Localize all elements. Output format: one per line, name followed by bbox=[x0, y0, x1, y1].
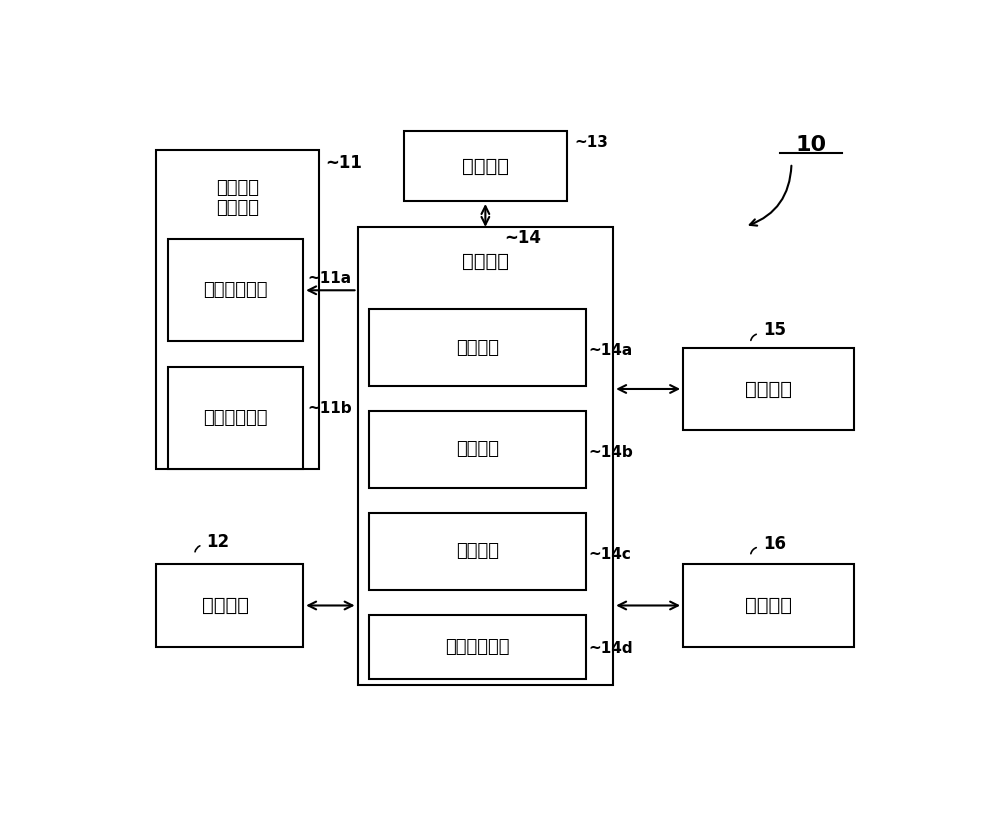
Text: 16: 16 bbox=[763, 535, 786, 552]
Bar bbox=[168, 366, 303, 469]
Bar bbox=[168, 239, 303, 342]
Text: 关联单元: 关联单元 bbox=[456, 441, 499, 458]
Bar bbox=[683, 564, 854, 647]
Text: 12: 12 bbox=[206, 533, 230, 551]
Text: 重建单元: 重建单元 bbox=[456, 543, 499, 561]
Text: 断层图像
获取单元: 断层图像 获取单元 bbox=[216, 179, 259, 218]
Text: ~14d: ~14d bbox=[588, 641, 633, 656]
Bar bbox=[156, 564, 303, 647]
Text: ~14: ~14 bbox=[505, 229, 542, 247]
Text: 输出单元: 输出单元 bbox=[745, 596, 792, 615]
Text: 存储单元: 存储单元 bbox=[462, 156, 509, 175]
Text: 控制单元: 控制单元 bbox=[462, 252, 509, 271]
Bar bbox=[369, 615, 586, 679]
Text: ~11b: ~11b bbox=[307, 400, 352, 416]
Text: ~13: ~13 bbox=[574, 135, 608, 150]
Text: 15: 15 bbox=[763, 321, 786, 339]
Text: ~11: ~11 bbox=[325, 154, 362, 172]
Bar bbox=[683, 347, 854, 430]
Text: ~14a: ~14a bbox=[588, 343, 633, 358]
Text: 10: 10 bbox=[795, 135, 826, 155]
Text: 第一获取单元: 第一获取单元 bbox=[204, 281, 268, 299]
Text: ~14b: ~14b bbox=[588, 445, 633, 460]
Text: 显示单元: 显示单元 bbox=[745, 380, 792, 399]
Text: ~14c: ~14c bbox=[588, 547, 631, 562]
Text: ~11a: ~11a bbox=[307, 271, 351, 286]
Bar bbox=[156, 151, 319, 469]
Text: 显示控制单元: 显示控制单元 bbox=[445, 638, 510, 656]
Bar bbox=[358, 227, 613, 685]
Text: 检测单元: 检测单元 bbox=[456, 338, 499, 356]
Bar bbox=[404, 131, 567, 201]
Bar bbox=[369, 309, 586, 386]
Bar bbox=[369, 411, 586, 488]
Text: 输入单元: 输入单元 bbox=[202, 596, 249, 615]
Text: 第二获取单元: 第二获取单元 bbox=[204, 409, 268, 427]
Bar bbox=[369, 513, 586, 590]
